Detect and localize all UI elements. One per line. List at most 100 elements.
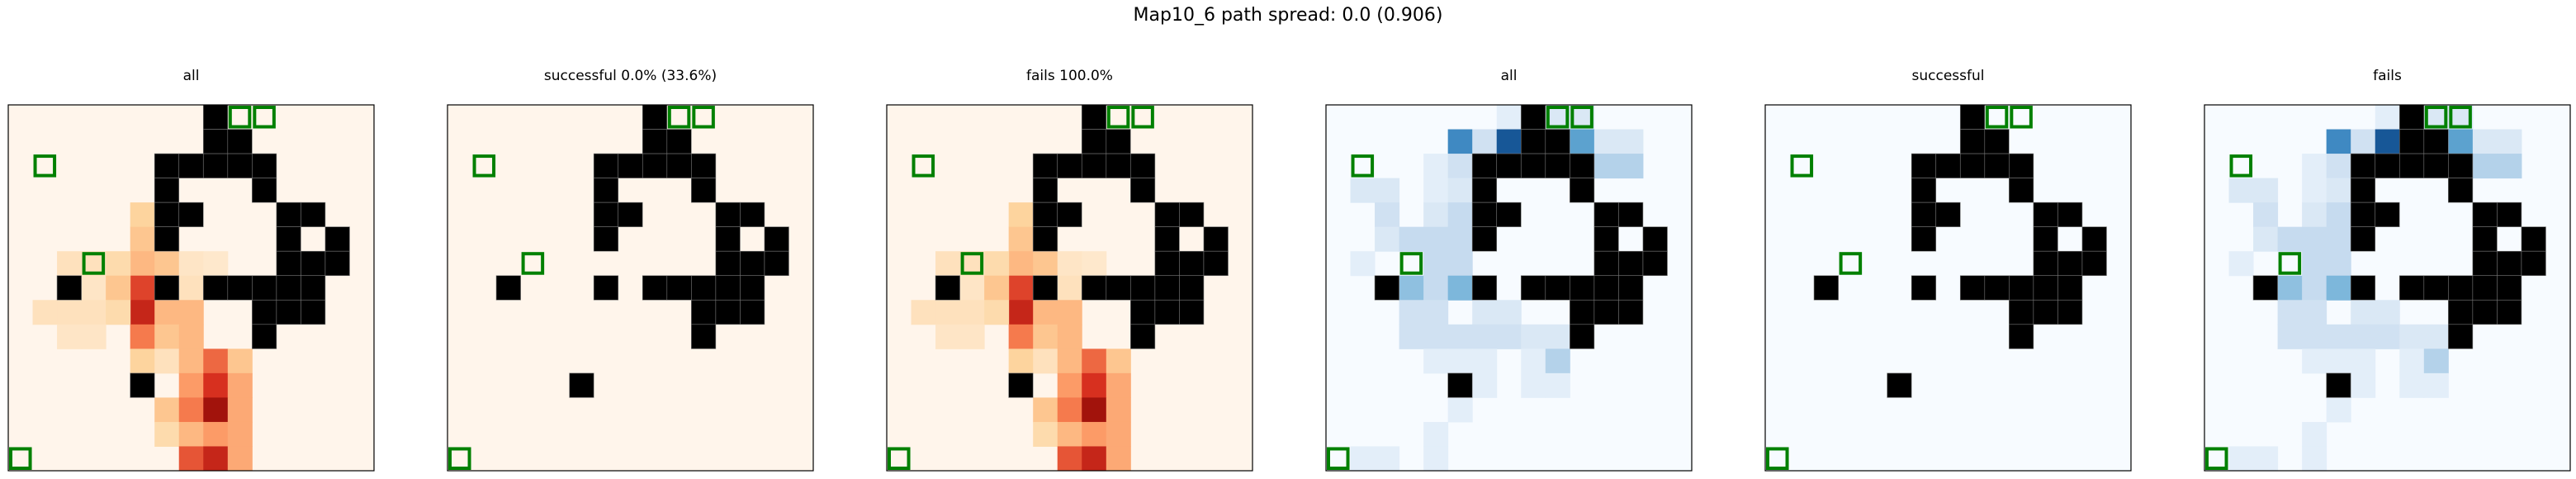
heatmap-cell (1375, 178, 1400, 203)
heatmap-cell (154, 397, 180, 423)
heatmap-cell (2351, 349, 2376, 374)
wall-cell (2472, 226, 2498, 252)
wall-cell (1130, 178, 1156, 203)
wall-cell (2009, 153, 2034, 178)
heatmap-cell (178, 397, 204, 423)
wall-cell (1959, 275, 1986, 301)
panel-title-2: successful 0.0% (33.6%) (543, 68, 717, 84)
heatmap-cell (1472, 372, 1498, 398)
wall-cell (2497, 250, 2522, 277)
wall-cell (1032, 226, 1058, 252)
heatmap-cell (1423, 178, 1449, 203)
heatmap-cell (1106, 397, 1131, 423)
heatmap-cell (2253, 178, 2279, 203)
heatmap-cell (106, 251, 131, 277)
wall-cell (1081, 129, 1107, 154)
heatmap-cell (1618, 154, 1644, 179)
heatmap-cell (2302, 178, 2327, 203)
wall-cell (1642, 250, 1668, 277)
wall-cell (301, 275, 326, 301)
wall-cell (227, 153, 253, 178)
heatmap-cell (959, 324, 985, 349)
heatmap-cell (1375, 226, 1400, 252)
wall-cell (1545, 153, 1570, 178)
wall-cell (154, 153, 180, 178)
wall-cell (1911, 226, 1937, 252)
wall-cell (2448, 324, 2474, 349)
heatmap-cell (227, 421, 253, 447)
wall-cell (276, 250, 301, 277)
wall-cell (1130, 275, 1156, 301)
goal-marker (33, 154, 57, 178)
heatmap-cell (1399, 324, 1424, 349)
heatmap-cell (203, 251, 229, 277)
heatmap-cell (2277, 275, 2303, 301)
wall-cell (1179, 202, 1205, 227)
wall-cell (593, 178, 619, 203)
heatmap-cell (1447, 226, 1473, 252)
heatmap-cell (1447, 275, 1473, 301)
wall-cell (1984, 153, 2010, 178)
wall-cell (1545, 275, 1570, 301)
wall-cell (1471, 275, 1498, 301)
wall-cell (202, 129, 229, 154)
heatmap-cell (2302, 251, 2327, 277)
wall-cell (178, 202, 204, 227)
wall-cell (593, 153, 619, 178)
heatmap-cell (178, 324, 204, 349)
heatmap-cell (227, 446, 253, 472)
wall-cell (1081, 104, 1107, 130)
goal-marker (2229, 154, 2253, 178)
heatmap-cell (57, 300, 83, 325)
heatmap-cell (2302, 275, 2327, 301)
goal-marker (1351, 154, 1375, 178)
goal-marker (667, 106, 691, 129)
wall-cell (2472, 202, 2498, 227)
wall-cell (276, 275, 301, 301)
wall-cell (1618, 275, 1644, 301)
wall-cell (1471, 226, 1498, 252)
wall-cell (276, 226, 301, 252)
goal-marker (1106, 106, 1130, 129)
axes-frame (1764, 104, 2132, 472)
heatmap-cell (2423, 372, 2449, 398)
heatmap-cell (2448, 129, 2474, 154)
wall-cell (740, 275, 765, 301)
wall-cell (252, 324, 277, 349)
wall-cell (2448, 178, 2474, 203)
heatmap-cell (1082, 446, 1107, 472)
goal-marker (521, 252, 545, 275)
axes-frame (886, 104, 1253, 472)
heatmap-cell (154, 324, 180, 349)
wall-cell (2350, 226, 2376, 252)
heatmap-cell (1521, 372, 1546, 398)
wall-cell (1959, 104, 1986, 130)
wall-cell (2521, 250, 2546, 277)
goal-marker (2010, 106, 2033, 129)
wall-cell (691, 299, 717, 325)
heatmap-cell (2277, 226, 2303, 252)
heatmap-cell (2472, 154, 2498, 179)
heatmap-cell (1106, 421, 1131, 447)
wall-cell (1154, 226, 1180, 252)
wall-cell (1081, 153, 1107, 178)
heatmap-cell (959, 275, 985, 301)
axes-frame (7, 104, 375, 472)
heatmap-cell (1057, 349, 1082, 374)
heatmap-cell (2302, 349, 2327, 374)
wall-cell (1570, 324, 1595, 349)
wall-cell (1911, 275, 1937, 301)
heatmap-cell (935, 300, 961, 325)
wall-cell (1813, 275, 1839, 301)
heatmap-cell (2302, 421, 2327, 447)
wall-cell (1911, 153, 1937, 178)
heatmap-cell (1545, 324, 1570, 349)
wall-cell (1447, 372, 1473, 398)
panel-title-6: fails (2373, 68, 2402, 84)
wall-cell (301, 202, 326, 227)
heatmap-cell (2302, 324, 2327, 349)
goal-marker (1766, 447, 1789, 471)
goal-marker (912, 154, 935, 178)
heatmap-cell (1496, 324, 1522, 349)
panel-title-1: all (182, 68, 200, 84)
